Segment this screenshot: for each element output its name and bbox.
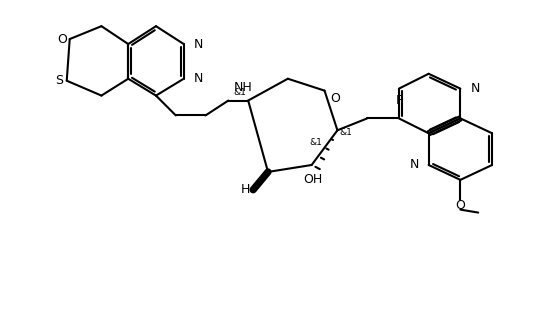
Text: F: F — [395, 94, 402, 107]
Text: &1: &1 — [233, 88, 246, 97]
Text: OH: OH — [303, 174, 322, 186]
Text: O: O — [455, 199, 465, 212]
Text: &1: &1 — [309, 138, 322, 147]
Text: H: H — [240, 183, 250, 196]
Text: N: N — [194, 37, 203, 51]
Text: NH: NH — [233, 81, 252, 93]
Text: N: N — [194, 72, 203, 85]
Text: O: O — [330, 92, 340, 105]
Text: &1: &1 — [340, 128, 352, 137]
Text: N: N — [470, 82, 480, 95]
Text: N: N — [409, 158, 418, 172]
Text: S: S — [55, 74, 63, 87]
Text: O: O — [57, 32, 67, 46]
